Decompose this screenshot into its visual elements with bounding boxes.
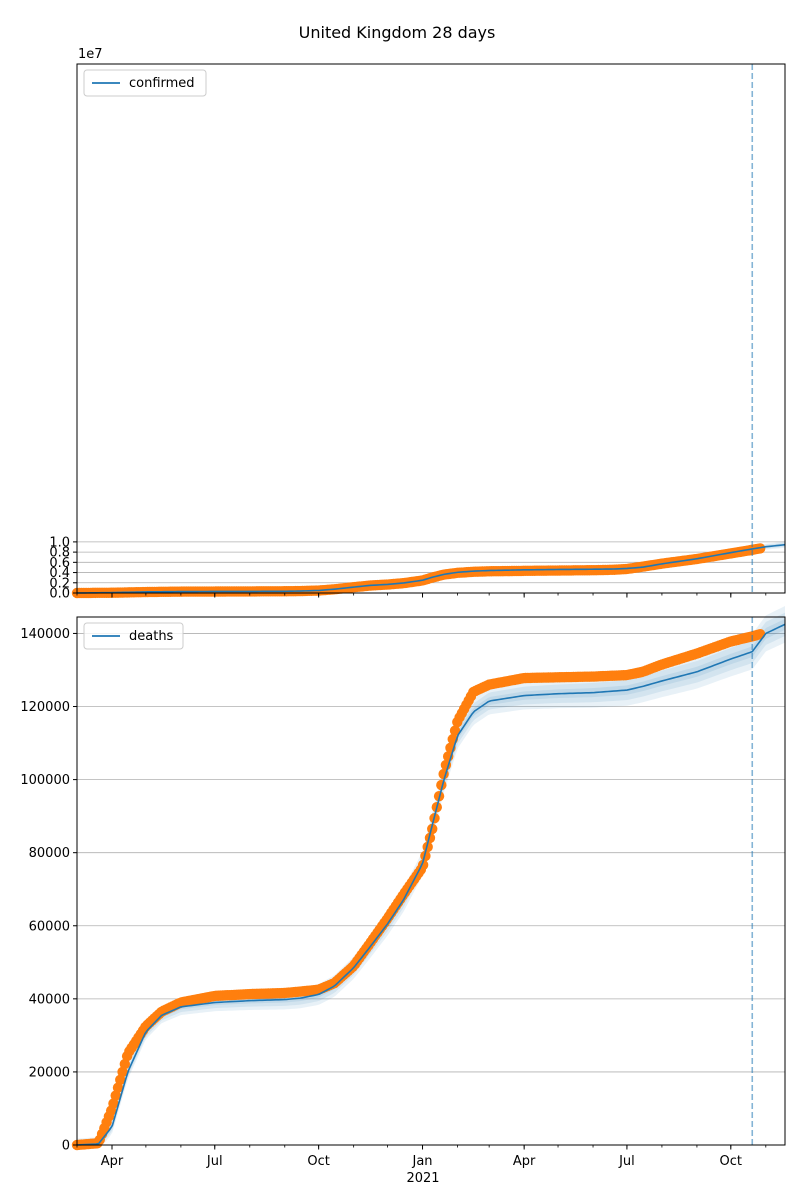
observed-point xyxy=(754,628,766,640)
y-tick-label: 0.2 xyxy=(49,576,70,591)
observed-point xyxy=(110,1090,121,1101)
deaths-legend: deaths xyxy=(83,622,184,650)
y-tick-label: 60000 xyxy=(29,919,70,934)
deaths-legend-label: deaths xyxy=(129,629,174,644)
x-tick-label: Apr xyxy=(101,1154,124,1169)
y-tick-label: 0.8 xyxy=(49,546,70,561)
confirmed-legend: confirmed xyxy=(83,69,207,97)
x-tick-label: Apr xyxy=(513,1154,536,1169)
fit-line xyxy=(76,623,786,1146)
y-tick-label: 0.6 xyxy=(49,556,70,571)
figure-title: United Kingdom 28 days xyxy=(299,23,496,42)
y-tick-label: 0.0 xyxy=(49,587,70,602)
y-tick-label: 0 xyxy=(62,1139,70,1154)
x-axis-year-label: 2021 xyxy=(406,1171,439,1186)
uncertainty-band-1 xyxy=(77,606,785,1145)
deaths-axes: 2021 0 20000 40000 60000 80000 100000 120000 14… xyxy=(20,606,786,1186)
axes-frame xyxy=(76,63,786,594)
y-tick-label: 120000 xyxy=(20,700,70,715)
observed-point xyxy=(420,850,431,862)
observed-point xyxy=(108,1098,119,1109)
confirmed-legend-box xyxy=(83,69,207,97)
observed-point xyxy=(112,1082,124,1093)
y-tick-label: 40000 xyxy=(29,992,70,1007)
x-tick-label: Oct xyxy=(307,1154,329,1169)
observed-markers xyxy=(71,628,766,1151)
observed-point xyxy=(119,1058,131,1070)
x-tick-label: Oct xyxy=(720,1154,742,1169)
confirmed-axes: 1e7 0.00.20.40.60.81.0 confirmed xyxy=(49,47,786,602)
axes-frame xyxy=(76,616,786,1146)
observed-point xyxy=(449,725,461,736)
y-tick-label: 1.0 xyxy=(49,535,70,550)
observed-point xyxy=(117,1066,128,1078)
observed-point xyxy=(427,823,438,835)
y-tick-label: 20000 xyxy=(29,1065,70,1080)
fit-line xyxy=(76,543,786,594)
y-tick-label: 80000 xyxy=(29,846,70,861)
x-tick-label: Jan xyxy=(412,1154,433,1169)
observed-point xyxy=(422,841,433,853)
confirmed-legend-label: confirmed xyxy=(129,76,195,91)
plot-area xyxy=(71,606,786,1151)
x-tick-label: Jul xyxy=(206,1154,223,1169)
y-tick-label: 140000 xyxy=(20,627,70,642)
y-tick-label: 100000 xyxy=(20,773,70,788)
x-tick-label: Jul xyxy=(618,1154,635,1169)
observed-point xyxy=(424,832,436,844)
observed-point xyxy=(115,1074,126,1086)
y-tick-label: 0.4 xyxy=(49,566,70,581)
deaths-legend-box xyxy=(83,622,184,650)
confirmed-offset-text: 1e7 xyxy=(78,47,103,62)
